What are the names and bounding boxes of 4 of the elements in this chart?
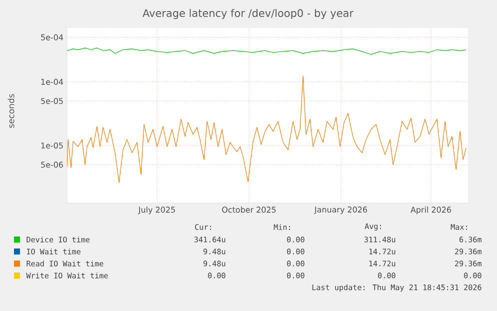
line-series	[67, 48, 466, 55]
y-axis-title: seconds	[8, 94, 14, 128]
chart-title: Average latency for /dev/loop0 - by year	[142, 8, 354, 20]
line-series	[67, 76, 466, 184]
